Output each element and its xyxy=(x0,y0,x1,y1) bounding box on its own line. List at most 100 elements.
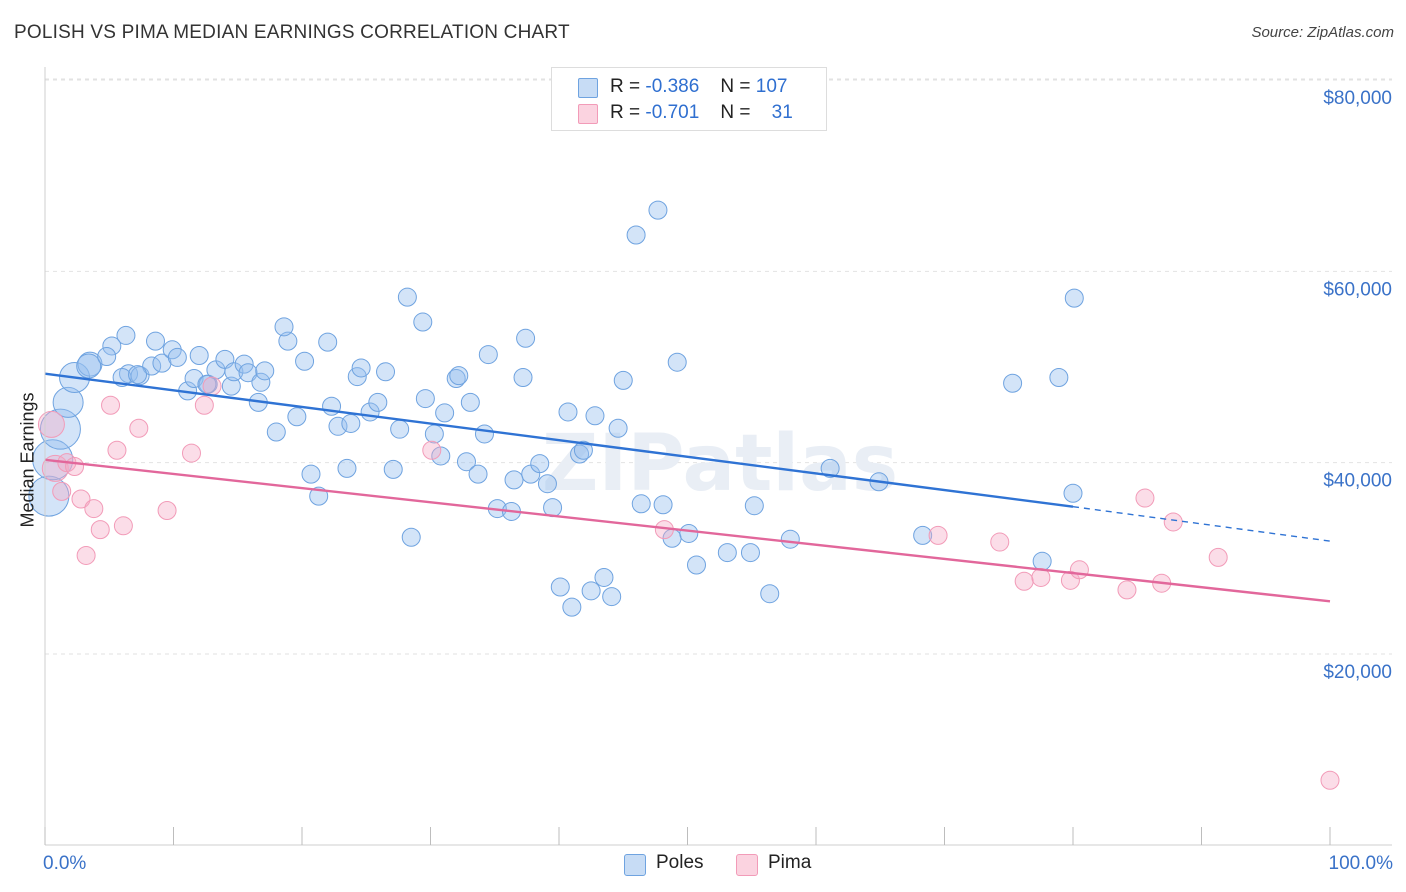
pima-point xyxy=(52,481,72,501)
poles-point xyxy=(102,336,122,356)
pima-point xyxy=(37,410,65,438)
pima-point xyxy=(90,520,110,540)
poles-point xyxy=(341,413,361,433)
poles-swatch xyxy=(578,78,598,98)
poles-point xyxy=(913,525,933,545)
pima-point xyxy=(107,440,127,460)
poles-point xyxy=(530,454,550,474)
poles-point xyxy=(221,376,241,396)
pima-point xyxy=(1163,512,1183,532)
poles-point xyxy=(401,527,421,547)
poles-point xyxy=(478,345,498,365)
y-tick-label: $40,000 xyxy=(1323,471,1392,492)
poles-point xyxy=(585,406,605,426)
watermark-text: ZIPatlas xyxy=(542,419,898,509)
poles-point xyxy=(274,317,294,337)
poles-point xyxy=(446,368,466,388)
trend-lines xyxy=(44,372,1331,603)
poles-point xyxy=(504,470,524,490)
poles-point xyxy=(474,424,494,444)
pima-point xyxy=(990,532,1010,552)
x-tick-label-min: 0.0% xyxy=(43,853,86,874)
poles-point xyxy=(167,347,187,367)
poles-point xyxy=(581,581,601,601)
y-tick-label: $80,000 xyxy=(1323,88,1392,109)
poles-point xyxy=(1003,373,1023,393)
poles-legend-label: Poles xyxy=(656,852,704,873)
poles-points xyxy=(28,200,1084,617)
poles-point xyxy=(1064,288,1084,308)
y-tick-label: $60,000 xyxy=(1323,279,1392,300)
source-label: Source: ZipAtlas.com xyxy=(1251,24,1394,41)
poles-point xyxy=(146,331,166,351)
legend-r-value-poles: -0.386 xyxy=(645,76,700,97)
poles-point xyxy=(76,353,102,379)
poles-point xyxy=(648,200,668,220)
pima-trend-line xyxy=(44,458,1331,603)
poles-point xyxy=(573,440,593,460)
poles-point xyxy=(516,328,536,348)
poles-point xyxy=(383,459,403,479)
poles-point xyxy=(390,419,410,439)
pima-legend-swatch xyxy=(736,854,758,876)
poles-point xyxy=(255,361,275,381)
poles-point xyxy=(562,597,582,617)
poles-point xyxy=(820,458,840,478)
pima-point xyxy=(181,443,201,463)
poles-point xyxy=(468,464,488,484)
pima-point xyxy=(157,500,177,520)
legend-n-value-poles: 107 xyxy=(755,76,788,97)
y-axis-label: Median Earnings xyxy=(17,392,38,528)
poles-trend-line xyxy=(44,372,1074,508)
poles-point xyxy=(594,567,614,587)
poles-point xyxy=(397,287,417,307)
poles-point xyxy=(337,458,357,478)
poles-point xyxy=(376,362,396,382)
poles-point xyxy=(686,555,706,575)
poles-point xyxy=(513,368,533,388)
poles-point xyxy=(1032,551,1052,571)
poles-point xyxy=(449,366,469,386)
poles-point xyxy=(351,358,371,378)
pima-point xyxy=(84,499,104,519)
poles-point xyxy=(558,402,578,422)
poles-point xyxy=(1063,483,1083,503)
poles-point xyxy=(537,474,557,494)
pima-point xyxy=(113,516,133,536)
legend-r-value-pima: -0.701 xyxy=(645,102,700,123)
pima-point xyxy=(194,395,214,415)
poles-point xyxy=(413,312,433,332)
pima-point xyxy=(71,489,91,509)
poles-point xyxy=(717,543,737,563)
poles-point xyxy=(653,495,673,515)
poles-point xyxy=(740,543,760,563)
poles-point xyxy=(97,346,117,366)
poles-point xyxy=(238,363,258,383)
poles-point xyxy=(550,577,570,597)
pima-point xyxy=(202,376,222,396)
watermark: ZIPatlas xyxy=(542,419,898,509)
axes xyxy=(44,67,1392,846)
pima-swatch xyxy=(578,104,598,124)
poles-point xyxy=(52,386,84,418)
poles-point xyxy=(128,365,148,385)
pima-point xyxy=(1014,571,1034,591)
poles-point xyxy=(431,446,451,466)
poles-point xyxy=(278,331,298,351)
poles-point xyxy=(301,464,321,484)
legend-n-value-pima: 31 xyxy=(771,102,793,123)
poles-point xyxy=(631,494,651,514)
legend-n-label: N = xyxy=(720,76,751,97)
poles-point xyxy=(224,362,244,382)
pima-point xyxy=(1117,580,1137,600)
poles-trend-extension xyxy=(1072,505,1331,542)
poles-point xyxy=(39,408,81,450)
poles-point xyxy=(435,403,455,423)
poles-point xyxy=(1049,368,1069,388)
correlation-legend: R = -0.386 N = 107 R = -0.701 N = 31 xyxy=(551,67,827,131)
legend-r-label: R = xyxy=(610,76,641,97)
pima-point xyxy=(1135,488,1155,508)
pima-point xyxy=(101,395,121,415)
tick-labels: $20,000 $40,000 $60,000 $80,000 0.0% 100.0% xyxy=(43,88,1393,874)
poles-point xyxy=(287,407,307,427)
